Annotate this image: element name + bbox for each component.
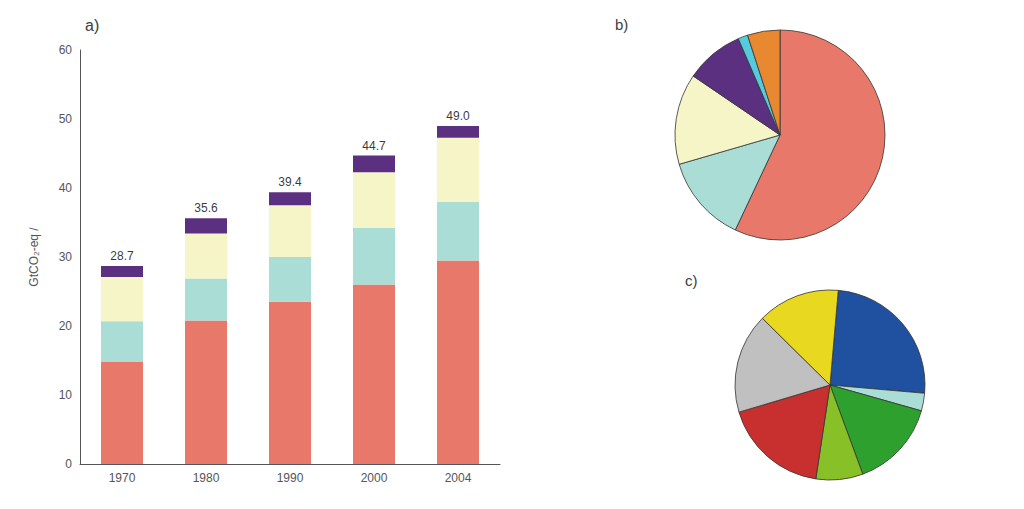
svg-text:20: 20 [59,319,73,333]
svg-text:60: 60 [59,43,73,57]
svg-text:30: 30 [59,250,73,264]
svg-text:28.7: 28.7 [110,249,134,263]
svg-text:1970: 1970 [109,471,136,485]
svg-text:0: 0 [65,457,72,471]
svg-text:2000: 2000 [361,471,388,485]
svg-text:35.6: 35.6 [194,201,218,215]
svg-text:49.0: 49.0 [446,109,470,123]
svg-text:c): c) [685,272,698,289]
svg-text:44.7: 44.7 [362,139,386,153]
svg-text:50: 50 [59,112,73,126]
svg-text:40: 40 [59,181,73,195]
svg-text:1980: 1980 [193,471,220,485]
svg-text:a): a) [85,17,99,34]
svg-text:2004: 2004 [445,471,472,485]
svg-text:1990: 1990 [277,471,304,485]
svg-text:GtCO₂-eq /: GtCO₂-eq / [27,227,41,287]
svg-text:b): b) [615,16,628,33]
svg-text:10: 10 [59,388,73,402]
svg-text:39.4: 39.4 [278,175,302,189]
